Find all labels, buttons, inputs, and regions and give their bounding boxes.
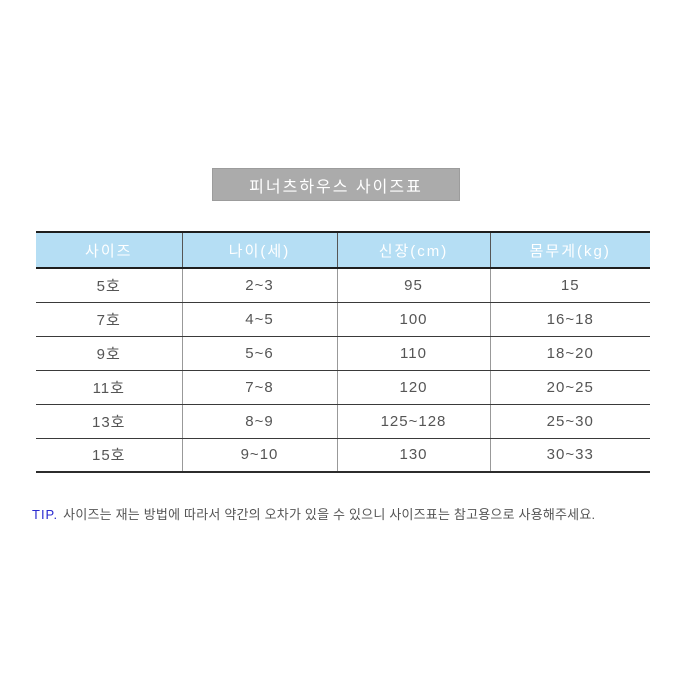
table-cell-weight: 30~33 [489,438,650,473]
table-cell-weight: 18~20 [489,336,650,371]
table-cell-height: 110 [336,336,490,371]
table-row: 9호 5~6 110 18~20 [36,336,650,371]
table-row: 11호 7~8 120 20~25 [36,370,650,405]
header-cell-weight: 몸무게(kg) [489,231,650,269]
tip-text: 사이즈는 재는 방법에 따라서 약간의 오차가 있을 수 있으니 사이즈표는 참… [63,507,596,522]
table-cell-weight: 15 [489,268,650,303]
table-row: 13호 8~9 125~128 25~30 [36,404,650,439]
table-row: 5호 2~3 95 15 [36,268,650,303]
table-header-row: 사이즈 나이(세) 신장(cm) 몸무게(kg) [36,231,650,269]
table-cell-age: 9~10 [181,438,337,473]
table-cell-size: 5호 [36,268,182,303]
table-cell-weight: 16~18 [489,302,650,337]
table-cell-age: 8~9 [181,404,337,439]
table-cell-age: 4~5 [181,302,337,337]
table-cell-height: 100 [336,302,490,337]
header-cell-height: 신장(cm) [336,231,490,269]
size-chart-title: 피너츠하우스 사이즈표 [212,168,460,201]
table-cell-weight: 25~30 [489,404,650,439]
table-cell-weight: 20~25 [489,370,650,405]
table-cell-size: 13호 [36,404,182,439]
header-cell-age: 나이(세) [181,231,337,269]
header-cell-size: 사이즈 [36,231,182,269]
table-cell-age: 7~8 [181,370,337,405]
table-cell-size: 15호 [36,438,182,473]
table-cell-age: 5~6 [181,336,337,371]
table-row: 15호 9~10 130 30~33 [36,438,650,473]
table-cell-height: 130 [336,438,490,473]
table-cell-height: 95 [336,268,490,303]
tip-label: TIP. [32,507,59,522]
size-table: 사이즈 나이(세) 신장(cm) 몸무게(kg) 5호 2~3 95 15 7호… [36,231,650,473]
table-cell-age: 2~3 [181,268,337,303]
table-row: 7호 4~5 100 16~18 [36,302,650,337]
table-cell-size: 7호 [36,302,182,337]
table-cell-size: 9호 [36,336,182,371]
table-cell-size: 11호 [36,370,182,405]
table-cell-height: 120 [336,370,490,405]
tip-note: TIP. 사이즈는 재는 방법에 따라서 약간의 오차가 있을 수 있으니 사이즈… [32,504,682,523]
size-chart-title-text: 피너츠하우스 사이즈표 [249,178,423,196]
table-cell-height: 125~128 [336,404,490,439]
